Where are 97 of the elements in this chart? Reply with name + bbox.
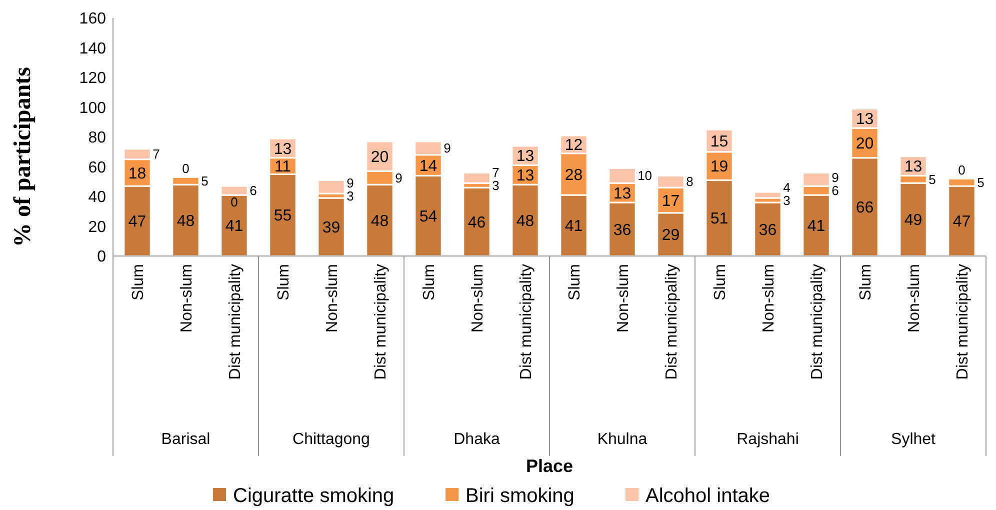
data-label: 13 <box>516 148 534 166</box>
bar <box>754 191 782 199</box>
text: Dhaka <box>454 431 500 448</box>
data-label: 55 <box>274 208 292 225</box>
data-label: 13 <box>904 158 922 176</box>
data-label: 66 <box>856 200 874 217</box>
y-tick-label: 40 <box>88 189 106 206</box>
x-tick-label: Dist municipality <box>518 264 535 380</box>
text: Rajshahi <box>736 431 799 448</box>
data-label: 3 <box>783 192 790 208</box>
x-tick-label: Non-slum <box>178 264 196 332</box>
y-tick-label: 80 <box>88 130 106 147</box>
x-axis-title: Place <box>526 456 574 476</box>
data-label: 20 <box>856 136 874 153</box>
text: Khulna <box>597 431 648 448</box>
text: Chittagong <box>292 431 370 448</box>
x-tick-label: Dist municipality <box>954 264 972 380</box>
bar <box>317 197 346 257</box>
data-label: 6 <box>832 183 839 198</box>
data-label: 9 <box>444 140 451 156</box>
data-label: 9 <box>832 170 839 186</box>
legend-label: Biri smoking <box>466 485 574 507</box>
y-tick-label: 100 <box>79 100 106 117</box>
data-label: 12 <box>564 137 583 154</box>
data-label: 15 <box>710 133 728 150</box>
data-label: 41 <box>807 218 826 236</box>
bar <box>317 179 346 194</box>
data-label: 0 <box>958 162 966 178</box>
x-tick-label: Slum <box>130 264 147 300</box>
data-label: 14 <box>419 158 438 175</box>
data-label: 10 <box>638 168 652 184</box>
x-tick-label: Slum <box>712 264 729 300</box>
y-tick-label: 60 <box>88 159 106 176</box>
x-tick-label: Slum <box>420 264 438 300</box>
text: Barisal <box>161 431 210 448</box>
y-tick-label: 0 <box>97 248 106 266</box>
x-tick-label: Slum <box>275 264 292 300</box>
data-label: 8 <box>686 174 694 190</box>
data-label: 5 <box>977 174 984 190</box>
x-tick-label: Dist municipality <box>663 264 680 380</box>
data-label: 41 <box>564 218 583 236</box>
x-tick-label: Non-slum <box>469 264 486 332</box>
data-label: 11 <box>274 158 292 176</box>
data-label: 41 <box>225 218 244 236</box>
data-label: 19 <box>710 158 728 176</box>
x-tick-label: Slum <box>566 264 584 300</box>
data-label: 7 <box>492 164 500 180</box>
data-label: 4 <box>783 180 790 195</box>
y-tick-label: 160 <box>79 10 106 28</box>
y-tick-label: 20 <box>88 218 106 236</box>
data-label: 54 <box>419 208 438 226</box>
data-label: 0 <box>230 194 238 210</box>
data-label: 47 <box>128 214 146 231</box>
data-label: 13 <box>516 168 534 185</box>
x-tick-label: Dist municipality <box>226 264 244 380</box>
data-label: 36 <box>758 222 777 239</box>
data-label: 47 <box>952 214 971 231</box>
bar <box>462 186 491 257</box>
y-axis-title: % of participants <box>10 67 36 247</box>
x-tick-label: Dist municipality <box>808 264 826 380</box>
data-label: 9 <box>346 175 354 190</box>
legend-label: Ciguratte smoking <box>233 485 394 507</box>
data-label: 39 <box>322 220 340 237</box>
data-label: 13 <box>856 111 874 128</box>
data-label: 13 <box>274 140 292 158</box>
data-label: 48 <box>516 212 534 230</box>
data-label: 5 <box>928 172 936 187</box>
data-label: 5 <box>201 173 208 188</box>
x-tick-label: Non-slum <box>760 264 778 332</box>
data-label: 28 <box>564 166 583 184</box>
x-tick-label: Non-slum <box>614 264 632 332</box>
data-label: 7 <box>152 146 160 162</box>
data-label: 18 <box>128 165 146 182</box>
bar <box>754 202 782 257</box>
data-label: 13 <box>613 185 632 202</box>
text: Sylhet <box>891 431 936 448</box>
data-label: 3 <box>492 178 500 193</box>
legend-label: Alcohol intake <box>646 485 770 507</box>
data-label: 48 <box>370 212 389 230</box>
x-tick-label: Non-slum <box>324 264 341 332</box>
data-label: 51 <box>710 210 728 228</box>
x-tick-label: Non-slum <box>906 264 923 332</box>
data-label: 46 <box>468 214 486 232</box>
data-label: 36 <box>613 222 632 239</box>
data-label: 0 <box>182 161 190 176</box>
y-tick-label: 140 <box>79 40 106 58</box>
x-tick-label: Slum <box>857 264 874 300</box>
data-label: 6 <box>250 183 257 198</box>
data-label: 20 <box>370 148 389 166</box>
data-label: 9 <box>395 170 402 186</box>
data-label: 49 <box>904 212 922 230</box>
data-label: 29 <box>662 227 680 244</box>
x-tick-label: Dist municipality <box>372 264 390 380</box>
data-label: 17 <box>662 192 680 210</box>
y-tick-label: 120 <box>79 70 106 88</box>
data-label: 3 <box>346 188 354 204</box>
data-label: 48 <box>176 212 195 230</box>
